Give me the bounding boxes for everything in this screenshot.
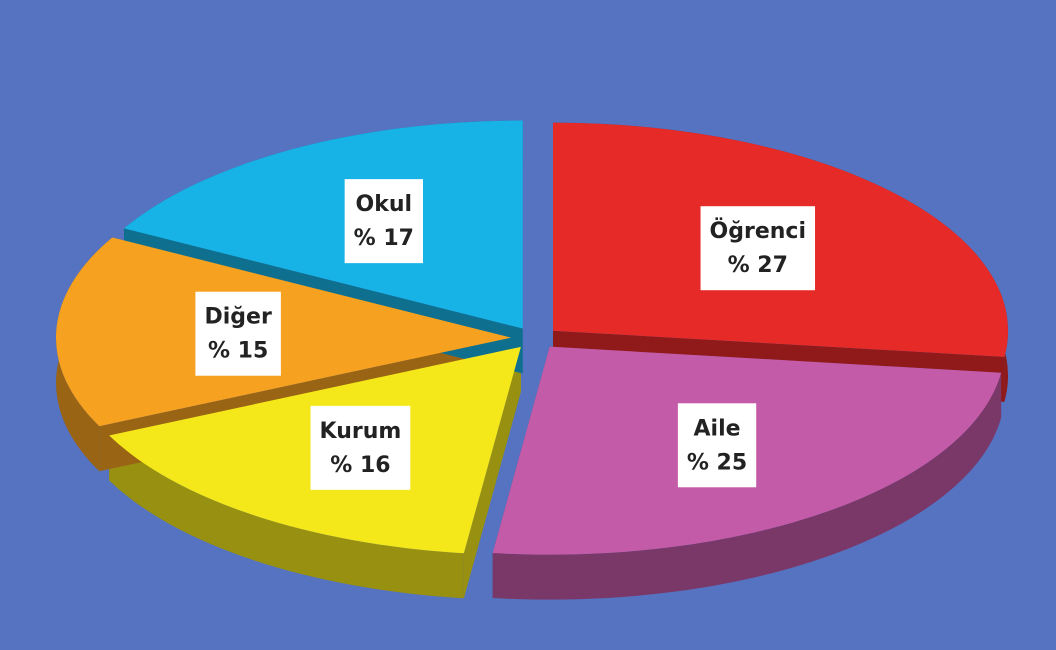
label-box — [700, 206, 816, 291]
label-box — [344, 179, 423, 264]
slice-side — [492, 372, 1002, 600]
label-box — [195, 291, 281, 376]
label-box — [677, 403, 757, 488]
value-label: % 17 — [354, 226, 414, 251]
category-label: Kurum — [320, 419, 402, 444]
slice-wall — [463, 346, 521, 599]
value-label: % 25 — [687, 450, 747, 475]
value-label: % 27 — [728, 253, 788, 278]
category-label: Aile — [694, 416, 741, 441]
category-label: Diğer — [204, 305, 271, 330]
category-label: Okul — [356, 192, 413, 217]
slice — [56, 237, 512, 427]
category-label: Öğrenci — [710, 218, 806, 244]
value-label: % 16 — [330, 453, 390, 478]
value-label: % 15 — [208, 339, 268, 364]
slice-side — [109, 435, 464, 599]
slice — [124, 120, 523, 329]
label-box — [310, 405, 411, 490]
